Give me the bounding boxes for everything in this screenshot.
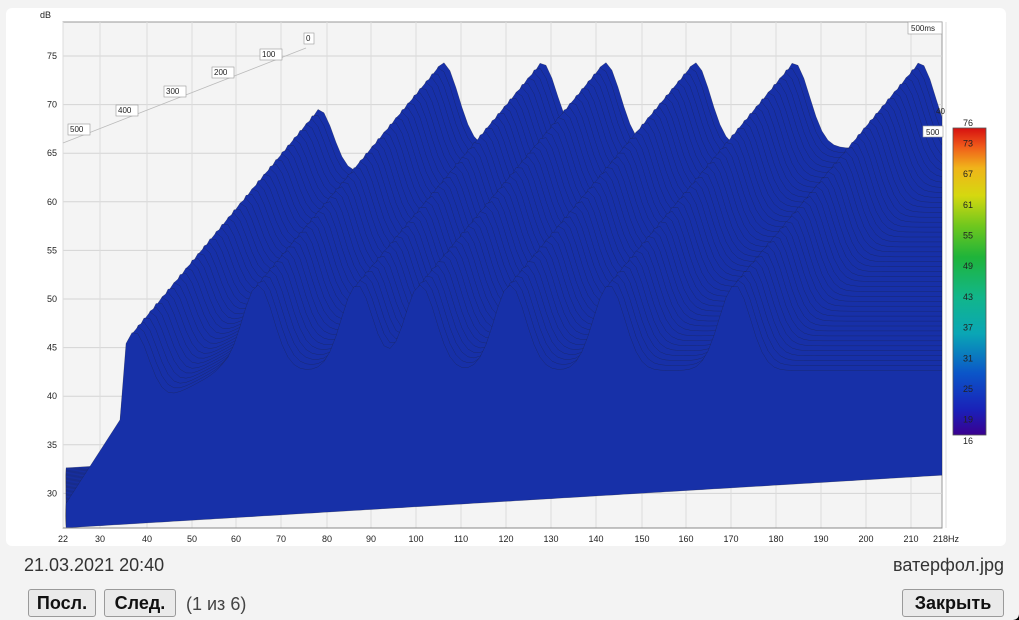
waterfall-slice xyxy=(65,284,942,528)
colorbar-tick-label: 16 xyxy=(963,436,973,446)
colorbar-tick-label: 43 xyxy=(963,292,973,302)
waterfall-image[interactable]: 75 70 65 60 55 50 45 40 35 30 dB 22 30 40 50 60 70 80 90 10… xyxy=(6,8,1006,546)
previous-button[interactable]: Посл. xyxy=(28,589,96,617)
x-tick-label: 40 xyxy=(142,534,152,544)
x-tick-label: 130 xyxy=(543,534,558,544)
colorbar-tick-label: 67 xyxy=(963,169,973,179)
time-tick-box xyxy=(211,66,235,79)
colorbar-tick-label: 49 xyxy=(963,261,973,271)
y-tick-label: 45 xyxy=(47,343,57,353)
y-axis-label: dB xyxy=(40,10,51,20)
colorbar-tick-label: 19 xyxy=(963,415,973,425)
x-tick-label: 160 xyxy=(678,534,693,544)
time-tick-box xyxy=(303,32,315,45)
x-tick-label: 70 xyxy=(276,534,286,544)
colorbar-tick-label: 37 xyxy=(963,323,973,333)
time-tick-box xyxy=(163,85,187,98)
y-tick-label: 65 xyxy=(47,148,57,158)
y-tick-label: 75 xyxy=(47,51,57,61)
x-tick-label: 30 xyxy=(95,534,105,544)
x-tick-label: 210 xyxy=(903,534,918,544)
x-tick-label: 190 xyxy=(813,534,828,544)
time-corner-box xyxy=(907,21,943,35)
y-tick-label: 40 xyxy=(47,391,57,401)
time-tick-label: 400 xyxy=(118,106,132,115)
x-tick-label: 50 xyxy=(187,534,197,544)
y-tick-label: 60 xyxy=(47,197,57,207)
colorbar-tick-label: 73 xyxy=(963,138,973,148)
colorbar-tick-label: 25 xyxy=(963,384,973,394)
photo-date: 21.03.2021 20:40 xyxy=(24,555,165,575)
y-tick-label: 30 xyxy=(47,488,57,498)
x-tick-label: 140 xyxy=(588,534,603,544)
next-button[interactable]: След. xyxy=(104,589,176,617)
y-tick-label: 70 xyxy=(47,100,57,110)
time-tick-label: 200 xyxy=(214,68,228,77)
time-tick-box xyxy=(259,48,283,61)
y-tick-label: 55 xyxy=(47,245,57,255)
close-button[interactable]: Закрыть xyxy=(902,589,1004,617)
x-tick-label: 218Hz xyxy=(933,534,960,544)
time-corner-label: 500ms xyxy=(911,24,935,33)
time-tick-label: 300 xyxy=(166,87,180,96)
colorbar-tick-label: 61 xyxy=(963,200,973,210)
colorbar-scale xyxy=(952,127,987,436)
x-tick-label: 80 xyxy=(322,534,332,544)
x-tick-label: 110 xyxy=(454,534,468,544)
time-back-label: 40 xyxy=(936,107,945,116)
time-tick-label: 0 xyxy=(306,34,311,43)
y-tick-label: 50 xyxy=(47,294,57,304)
x-tick-label: 180 xyxy=(768,534,783,544)
time-tick-label: 100 xyxy=(262,50,276,59)
x-tick-label: 22 xyxy=(58,534,68,544)
x-tick-label: 150 xyxy=(634,534,649,544)
time-tick-box xyxy=(67,123,91,136)
x-tick-label: 170 xyxy=(723,534,738,544)
image-counter: (1 из 6) xyxy=(186,594,247,614)
x-tick-label: 90 xyxy=(366,534,376,544)
time-tick-box xyxy=(115,104,139,117)
time-tick-label: 500 xyxy=(70,125,84,134)
colorbar-tick-label: 31 xyxy=(963,353,973,363)
y-tick-label: 35 xyxy=(47,440,57,450)
x-tick-label: 200 xyxy=(858,534,873,544)
x-tick-label: 120 xyxy=(498,534,513,544)
time-back-box xyxy=(922,125,944,138)
x-tick-label: 100 xyxy=(408,534,423,544)
photo-filename: ватерфол.jpg xyxy=(893,555,1004,575)
time-back-label: 500 xyxy=(926,128,940,137)
x-tick-label: 60 xyxy=(231,534,241,544)
waterfall-chart: 75 70 65 60 55 50 45 40 35 30 dB 22 30 40 50 60 70 80 90 10… xyxy=(40,10,987,544)
colorbar-tick-label: 55 xyxy=(963,230,973,240)
colorbar-tick-label: 76 xyxy=(963,118,973,128)
